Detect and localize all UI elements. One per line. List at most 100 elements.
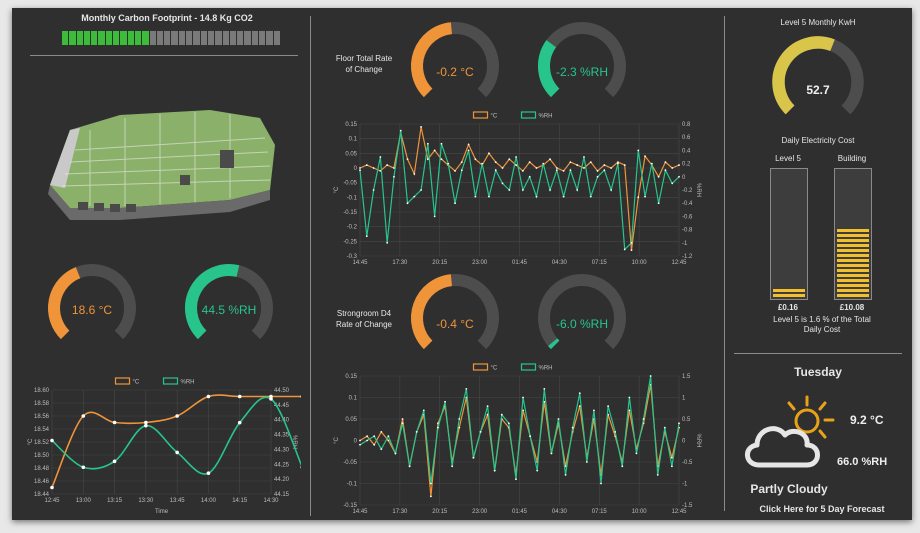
- y2-tick-label: 1.5: [682, 374, 691, 380]
- data-point: [451, 465, 454, 468]
- data-point: [529, 435, 532, 438]
- bar-building-label: Building: [837, 154, 867, 163]
- carbon-bar-segment: [251, 31, 259, 45]
- data-point: [617, 161, 619, 164]
- data-point: [535, 167, 538, 169]
- data-point: [571, 426, 574, 429]
- y2-tick-label: 44.20: [274, 477, 290, 483]
- data-point: [359, 169, 361, 172]
- y-axis-label: °C: [28, 438, 34, 445]
- data-point: [488, 195, 490, 198]
- data-point: [501, 182, 504, 185]
- data-point: [467, 149, 470, 152]
- forecast-link[interactable]: Click Here for 5 Day Forecast: [759, 504, 885, 514]
- data-point: [557, 418, 560, 420]
- data-point: [380, 431, 383, 433]
- data-point: [501, 167, 504, 169]
- floor-rate-chart: °C %RH 0.15 0.1 0.05 0 -0.05 -0.1 -0.15 -0.2 -0.25…: [334, 111, 701, 266]
- data-point: [500, 413, 503, 416]
- data-point: [386, 164, 389, 166]
- y-tick-label: 0.05: [345, 417, 357, 423]
- y2-tick-label: -0.6: [682, 214, 693, 220]
- y2-tick-label: 44.25: [274, 462, 290, 468]
- y2-tick-label: -0.4: [682, 201, 693, 207]
- data-point: [657, 202, 660, 205]
- data-point: [543, 388, 546, 390]
- temp-humidity-chart: °C %RH 18.60 18.58 18.56 18.54 18.52 18.50 18.48…: [28, 377, 301, 515]
- y-tick-label: -0.15: [343, 503, 357, 509]
- data-point: [671, 465, 673, 468]
- cost-bar-fill: [773, 289, 805, 297]
- gauge-track: [538, 22, 626, 98]
- data-point: [359, 167, 361, 169]
- carbon-bar-segment: [259, 31, 266, 45]
- data-point: [429, 482, 432, 485]
- carbon-progress-bar: [62, 31, 280, 45]
- gauge-fill: [538, 40, 560, 98]
- gauge-fill: [548, 338, 560, 350]
- y2-tick-label: 1: [682, 396, 686, 402]
- data-point: [650, 162, 653, 165]
- humidity-gauge-value: 44.5 %RH: [202, 303, 257, 317]
- y2-tick-label: -1: [682, 482, 688, 488]
- data-point: [628, 396, 631, 399]
- data-point: [507, 422, 510, 425]
- carbon-bar-segment: [207, 31, 215, 45]
- data-point: [426, 142, 429, 145]
- data-point: [481, 162, 484, 165]
- data-point: [494, 161, 497, 164]
- data-point: [465, 388, 468, 390]
- data-point: [522, 409, 524, 412]
- cost-bar-fill: [837, 227, 869, 297]
- x-tick-label: 20:15: [432, 509, 448, 515]
- carbon-bar-segment: [105, 31, 113, 45]
- data-point: [467, 143, 470, 146]
- data-point: [569, 161, 572, 164]
- data-point: [678, 164, 680, 166]
- carbon-bar-segment: [83, 31, 91, 45]
- y-tick-label: -0.05: [343, 181, 357, 187]
- data-point: [596, 170, 599, 172]
- floor-temp-gauge-value: -0.2 °C: [436, 65, 474, 79]
- data-point: [386, 241, 389, 244]
- carbon-bar-segment: [127, 31, 134, 45]
- y2-tick-label: -0.2: [682, 188, 693, 194]
- y2-tick-label: -1: [682, 241, 688, 247]
- data-point: [401, 418, 404, 420]
- x-tick-label: 04:30: [552, 260, 568, 266]
- carbon-bar-segment: [244, 31, 251, 45]
- bar-level5-label: Level 5: [775, 154, 801, 163]
- data-point: [413, 195, 416, 198]
- series-line: [359, 130, 680, 251]
- carbon-bar-segment: [142, 31, 149, 45]
- data-point: [521, 170, 524, 172]
- data-point: [664, 169, 667, 172]
- floor-temp-gauge: -0.2 °C: [411, 22, 499, 98]
- gauge-fill: [185, 264, 240, 340]
- data-point: [656, 474, 659, 476]
- data-point: [406, 202, 409, 205]
- data-point: [617, 162, 619, 165]
- x-tick-label: 14:45: [352, 509, 368, 515]
- x-tick-label: 07:15: [592, 509, 608, 515]
- data-point: [206, 471, 211, 475]
- x-tick-label: 13:15: [107, 498, 123, 504]
- strongroom-temp-gauge: -0.4 °C: [411, 274, 499, 350]
- weather-day: Tuesday: [794, 365, 842, 379]
- data-point: [112, 459, 117, 464]
- y2-axis-label: %RH: [695, 433, 701, 447]
- data-point: [379, 170, 382, 172]
- y-tick-label: -0.15: [343, 210, 357, 216]
- carbon-bar-segment: [222, 31, 229, 45]
- data-point: [589, 161, 592, 164]
- data-point: [549, 158, 551, 161]
- level5-cost-bar: [770, 168, 808, 300]
- data-point: [365, 235, 368, 238]
- data-point: [393, 167, 395, 169]
- y-tick-label: -0.3: [347, 254, 358, 260]
- x-tick-label: 12:45: [671, 509, 687, 515]
- data-point: [515, 164, 518, 166]
- data-point: [528, 175, 531, 178]
- y-tick-label: 18.60: [34, 388, 50, 394]
- y-tick-label: 18.46: [34, 479, 50, 485]
